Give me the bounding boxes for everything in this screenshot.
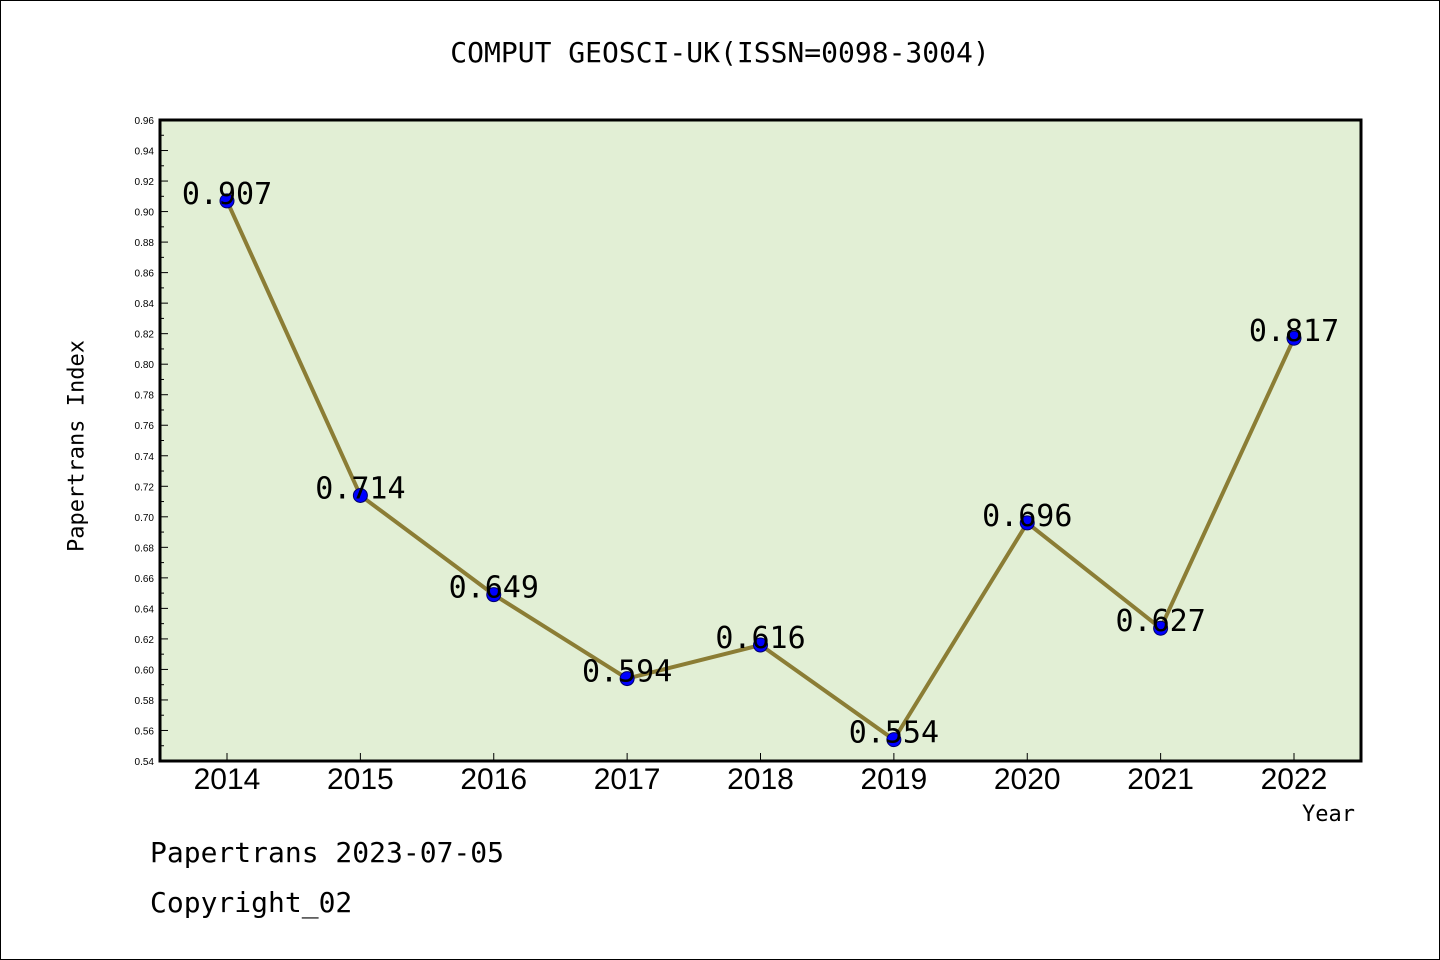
y-tick-label: 0.60 bbox=[135, 665, 155, 676]
data-point bbox=[1019, 515, 1035, 531]
data-point bbox=[619, 671, 635, 687]
y-tick-label: 0.58 bbox=[135, 696, 155, 707]
y-tick-label: 0.54 bbox=[135, 757, 155, 768]
y-tick-label: 0.68 bbox=[135, 543, 155, 554]
y-tick-label: 0.82 bbox=[135, 330, 155, 341]
data-point bbox=[219, 193, 235, 209]
y-tick-label: 0.90 bbox=[135, 208, 155, 219]
y-tick-label: 0.78 bbox=[135, 391, 155, 402]
y-tick-label: 0.88 bbox=[135, 238, 155, 249]
y-tick-label: 0.64 bbox=[135, 604, 155, 615]
x-tick-label: 2016 bbox=[460, 763, 527, 796]
y-tick-label: 0.74 bbox=[135, 452, 155, 463]
data-point bbox=[886, 732, 902, 748]
data-label: 0.817 bbox=[1249, 314, 1339, 349]
data-label: 0.696 bbox=[982, 499, 1072, 534]
footer-date: Papertrans 2023-07-05 bbox=[150, 836, 505, 869]
y-tick-label: 0.70 bbox=[135, 513, 155, 524]
chart-title: COMPUT GEOSCI-UK(ISSN=0098-3004) bbox=[450, 36, 990, 69]
x-axis-ticks: 2014 2015 2016 2017 2018 2019 2020 2021 2022 bbox=[194, 753, 1328, 796]
data-label: 0.649 bbox=[449, 571, 539, 606]
x-tick-label: 2022 bbox=[1261, 763, 1328, 796]
y-tick-label: 0.72 bbox=[135, 482, 155, 493]
footer-copyright: Copyright_02 bbox=[150, 886, 353, 919]
plot-area bbox=[158, 118, 1363, 763]
data-point bbox=[486, 587, 502, 603]
data-markers bbox=[219, 193, 1302, 748]
data-label: 0.714 bbox=[315, 471, 405, 506]
x-tick-label: 2019 bbox=[861, 763, 928, 796]
data-label: 0.627 bbox=[1115, 604, 1205, 639]
data-point bbox=[1153, 620, 1169, 636]
y-tick-label: 0.96 bbox=[135, 116, 155, 127]
y-tick-label: 0.92 bbox=[135, 177, 155, 188]
y-tick-label: 0.86 bbox=[135, 269, 155, 280]
data-label: 0.616 bbox=[715, 621, 805, 656]
x-tick-label: 2018 bbox=[727, 763, 794, 796]
y-tick-label: 0.80 bbox=[135, 360, 155, 371]
data-label: 0.594 bbox=[582, 655, 672, 690]
y-tick-label: 0.84 bbox=[135, 299, 155, 310]
y-tick-label: 0.76 bbox=[135, 421, 155, 432]
x-axis-label: Year bbox=[1302, 802, 1355, 827]
data-point bbox=[1286, 330, 1302, 346]
y-tick-label: 0.56 bbox=[135, 726, 155, 737]
data-label: 0.554 bbox=[849, 716, 939, 751]
data-label: 0.907 bbox=[182, 177, 272, 212]
data-point bbox=[352, 487, 368, 503]
y-axis-ticks: 0.54 0.56 0.58 0.60 0.62 0.64 0.66 0.68 0.70 0.72… bbox=[135, 116, 168, 768]
y-tick-label: 0.62 bbox=[135, 635, 155, 646]
x-tick-label: 2014 bbox=[194, 763, 261, 796]
x-tick-label: 2021 bbox=[1127, 763, 1194, 796]
x-tick-label: 2017 bbox=[594, 763, 661, 796]
y-tick-label: 0.66 bbox=[135, 574, 155, 585]
x-tick-label: 2015 bbox=[327, 763, 394, 796]
data-point bbox=[753, 637, 768, 653]
data-labels: 0.907 0.714 0.649 0.594 0.616 0.554 0.696 0.627… bbox=[182, 177, 1339, 751]
x-tick-label: 2020 bbox=[994, 763, 1061, 796]
y-tick-label: 0.94 bbox=[135, 147, 155, 158]
